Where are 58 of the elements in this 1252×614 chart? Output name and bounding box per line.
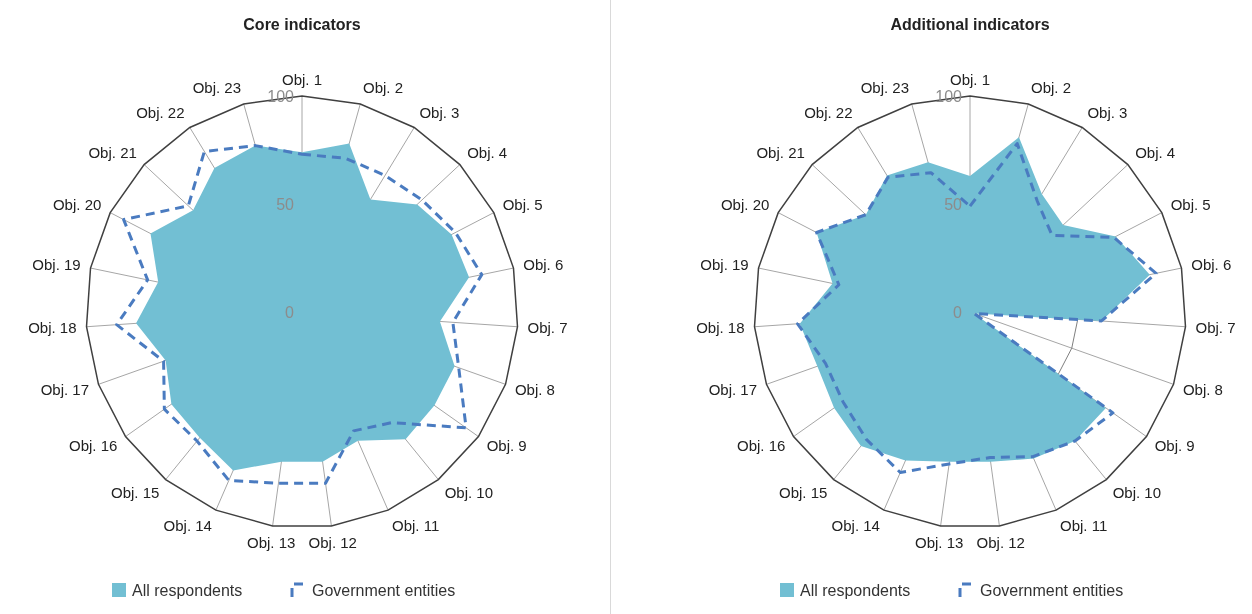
spoke-label: Obj. 6 — [1191, 255, 1232, 273]
spoke-label: Obj. 16 — [68, 437, 118, 455]
spoke-label: Obj. 6 — [523, 255, 564, 273]
spoke-label: Obj. 17 — [708, 381, 758, 399]
spoke-label: Obj. 16 — [736, 437, 786, 455]
spoke-label: Obj. 10 — [444, 483, 493, 501]
chart-title: Core indicators — [243, 16, 361, 33]
spoke-label: Obj. 5 — [1170, 196, 1211, 214]
spoke-label: Obj. 7 — [1195, 319, 1236, 337]
spoke-label: Obj. 14 — [163, 516, 212, 534]
spoke-label: Obj. 22 — [804, 104, 853, 122]
spoke-label: Obj. 15 — [111, 483, 160, 501]
spoke-label: Obj. 23 — [192, 79, 242, 97]
spoke-label: Obj. 4 — [467, 144, 508, 162]
spoke-label: Obj. 1 — [281, 70, 323, 88]
spoke-label: Obj. 4 — [1135, 144, 1176, 162]
legend-swatch-corner: Government entities — [290, 581, 456, 599]
spoke-label: Obj. 20 — [52, 196, 102, 214]
spoke-label: Obj. 19 — [32, 255, 81, 273]
spoke-label: Obj. 3 — [1087, 104, 1128, 122]
spoke-label: Obj. 5 — [502, 196, 543, 214]
spoke-label: Obj. 22 — [136, 104, 185, 122]
legend-label: All respondents — [132, 581, 243, 599]
spoke-label: Obj. 9 — [486, 437, 527, 455]
spoke-label: Obj. 18 — [28, 319, 77, 337]
legend-label: All respondents — [800, 581, 911, 599]
spoke-label: Obj. 7 — [527, 319, 568, 337]
y-tick-label: 50 — [944, 195, 963, 213]
spoke-label: Obj. 15 — [779, 483, 828, 501]
spoke-label: Obj. 9 — [1154, 437, 1195, 455]
spoke-label: Obj. 21 — [756, 144, 805, 162]
spoke-label: Obj. 8 — [1182, 381, 1223, 399]
spoke-label: Obj. 3 — [419, 104, 460, 122]
legend-swatch-box: All respondents — [780, 581, 911, 599]
spoke-label: Obj. 13 — [915, 533, 964, 551]
legend-swatch-corner: Government entities — [958, 581, 1124, 599]
spoke-label: Obj. 11 — [1060, 516, 1108, 534]
spoke-label: Obj. 12 — [308, 533, 357, 551]
spoke-label: Obj. 20 — [720, 196, 770, 214]
spoke-label: Obj. 12 — [976, 533, 1025, 551]
legend-swatch-box: All respondents — [112, 581, 243, 599]
spoke-label: Obj. 8 — [514, 381, 555, 399]
spoke-label: Obj. 17 — [40, 381, 90, 399]
spoke-label: Obj. 11 — [392, 516, 440, 534]
spoke-label: Obj. 10 — [1112, 483, 1161, 501]
spoke-label: Obj. 23 — [860, 79, 910, 97]
spoke-label: Obj. 18 — [696, 319, 745, 337]
spoke-label: Obj. 19 — [700, 255, 749, 273]
spoke-label: Obj. 14 — [831, 516, 880, 534]
spoke-label: Obj. 21 — [88, 144, 137, 162]
spoke-label: Obj. 1 — [949, 70, 991, 88]
chart-title: Additional indicators — [890, 16, 1050, 33]
spoke-label: Obj. 13 — [247, 533, 296, 551]
spoke-label: Obj. 2 — [1030, 79, 1072, 97]
y-tick-label: 0 — [285, 303, 295, 321]
y-tick-label: 0 — [953, 303, 963, 321]
spoke-label: Obj. 2 — [362, 79, 404, 97]
y-tick-label: 50 — [276, 195, 295, 213]
